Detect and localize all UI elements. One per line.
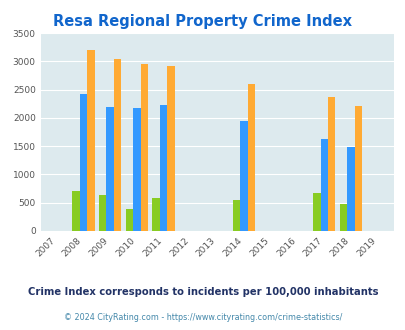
Bar [140,64,148,231]
Bar [79,93,87,231]
Bar [320,139,327,231]
Bar [312,192,320,231]
Bar [346,147,354,231]
Bar [354,106,361,231]
Bar [106,107,114,231]
Bar [99,195,106,231]
Bar [327,97,335,231]
Bar [240,121,247,231]
Bar [232,200,240,231]
Bar [167,66,175,231]
Text: Resa Regional Property Crime Index: Resa Regional Property Crime Index [53,14,352,29]
Bar [152,198,160,231]
Bar [87,50,94,231]
Bar [114,59,121,231]
Bar [247,84,255,231]
Bar [72,191,79,231]
Bar [339,204,346,231]
Text: Crime Index corresponds to incidents per 100,000 inhabitants: Crime Index corresponds to incidents per… [28,287,377,297]
Bar [133,108,140,231]
Text: © 2024 CityRating.com - https://www.cityrating.com/crime-statistics/: © 2024 CityRating.com - https://www.city… [64,313,341,322]
Bar [126,209,133,231]
Bar [160,105,167,231]
